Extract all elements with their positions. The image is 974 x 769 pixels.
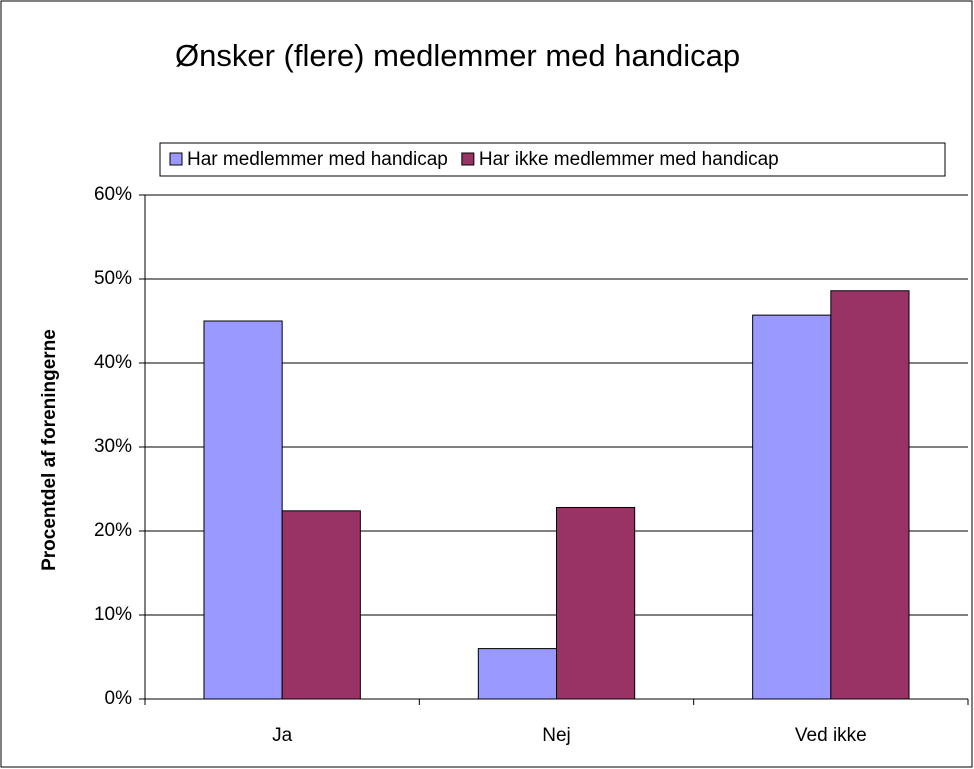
- bar: [203, 320, 283, 700]
- y-tick-label: 30%: [94, 436, 132, 457]
- x-tick-label: Ved ikke: [795, 725, 867, 746]
- legend-box: [159, 142, 946, 177]
- y-axis-label: Procentdel af foreningerne: [39, 329, 60, 571]
- x-tick-label: Nej: [542, 725, 571, 746]
- y-tick-label: 50%: [94, 268, 132, 289]
- legend-label: Har medlemmer med handicap: [187, 149, 448, 170]
- legend-swatch: [461, 152, 475, 166]
- y-tick-label: 40%: [94, 352, 132, 373]
- x-tick-label: Ja: [272, 725, 293, 746]
- bar: [477, 648, 557, 700]
- y-tick-label: 10%: [94, 604, 132, 625]
- chart-title: Ønsker (flere) medlemmer med handicap: [175, 38, 740, 73]
- bar: [556, 506, 636, 700]
- bar: [830, 290, 910, 700]
- y-tick-label: 60%: [94, 184, 132, 205]
- y-tick-label: 20%: [94, 520, 132, 541]
- legend-swatch: [169, 152, 183, 166]
- bar: [281, 510, 361, 700]
- legend-label: Har ikke medlemmer med handicap: [479, 149, 779, 170]
- y-tick-label: 0%: [105, 688, 133, 709]
- bar: [752, 314, 832, 700]
